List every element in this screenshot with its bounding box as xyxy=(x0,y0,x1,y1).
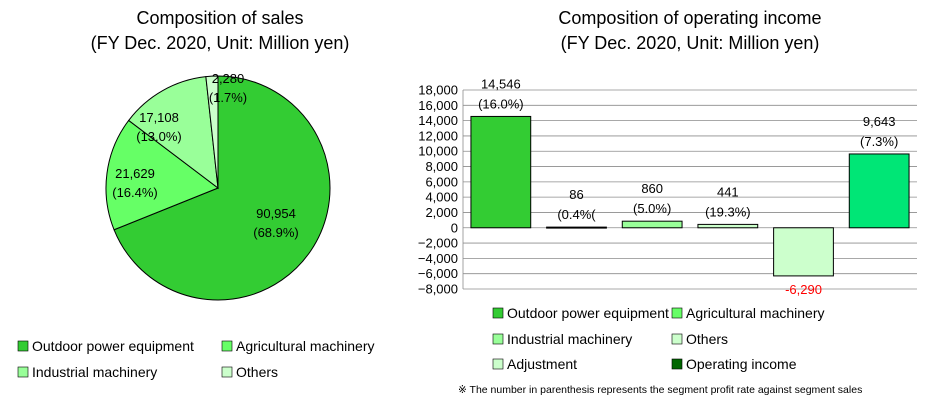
y-tick-label: −6,000 xyxy=(418,266,458,281)
bar-agricultural-machinery xyxy=(546,226,607,229)
bar-legend-swatch-operating-income xyxy=(671,358,683,370)
bar-rate-label-agricultural-machinery: (0.4%( xyxy=(557,207,596,222)
bar-legend-swatch-others xyxy=(671,333,683,345)
pie-legend-swatch-industrial-machinery xyxy=(17,366,29,378)
pie-chart-title: Composition of sales (FY Dec. 2020, Unit… xyxy=(30,6,410,56)
y-tick-label: 16,000 xyxy=(418,98,458,113)
y-tick-label: 4,000 xyxy=(425,190,458,205)
bar-legend-label-operating-income: Operating income xyxy=(686,356,797,372)
bar-rate-label-operating-income: (7.3%) xyxy=(860,134,898,149)
bar-industrial-machinery xyxy=(621,220,683,229)
bar-subtitle-text: (FY Dec. 2020, Unit: Million yen) xyxy=(560,33,820,53)
bar-outdoor-power-equipment xyxy=(470,115,532,229)
y-tick-label: 12,000 xyxy=(418,128,458,143)
pie-legend-label-agricultural-machinery: Agricultural machinery xyxy=(236,338,375,354)
bar-legend: Outdoor power equipment Agricultural mach… xyxy=(492,305,825,372)
pie-pct-label-others: (1.7%) xyxy=(209,90,247,105)
pie-value-label-outdoor-power-equipment: 90,954 xyxy=(256,206,296,221)
bar-legend-swatch-outdoor-power-equipment xyxy=(492,307,504,319)
y-tick-label: −2,000 xyxy=(418,236,458,251)
pie-title-text: Composition of sales xyxy=(136,8,304,28)
bar-value-label-agricultural-machinery: 86 xyxy=(569,187,583,202)
bar-value-label-others: 441 xyxy=(717,184,739,199)
pie-value-label-others: 2,280 xyxy=(212,71,245,86)
y-tick-label: 10,000 xyxy=(418,144,458,159)
bar-rate-label-others: (19.3%) xyxy=(705,204,751,219)
bar-value-label-industrial-machinery: 860 xyxy=(641,181,663,196)
bar-legend-swatch-industrial-machinery xyxy=(492,333,504,345)
y-tick-label: 6,000 xyxy=(425,174,458,189)
bar-legend-label-others: Others xyxy=(686,331,728,347)
bar-chart-title: Composition of operating income (FY Dec.… xyxy=(490,6,890,56)
pie-legend-swatch-agricultural-machinery xyxy=(221,340,233,352)
bar-others xyxy=(697,223,759,229)
pie-legend-label-industrial-machinery: Industrial machinery xyxy=(32,364,157,380)
pie-slice-others xyxy=(205,75,219,189)
bar-rate-label-outdoor-power-equipment: (16.0%) xyxy=(478,96,524,111)
y-tick-label: 18,000 xyxy=(418,83,458,98)
pie-legend: Outdoor power equipment Agricultural mach… xyxy=(17,338,375,380)
pie-pct-label-agricultural-machinery: (16.4%) xyxy=(112,185,158,200)
pie-pct-label-outdoor-power-equipment: (68.9%) xyxy=(253,225,299,240)
pie-legend-label-others: Others xyxy=(236,364,278,380)
pie-pct-label-industrial-machinery: (13.0%) xyxy=(136,129,182,144)
y-tick-label: 8,000 xyxy=(425,159,458,174)
bar-legend-label-adjustment: Adjustment xyxy=(507,356,577,372)
y-tick-label: 0 xyxy=(451,220,458,235)
bar-value-label-adjustment: -6,290 xyxy=(785,282,822,297)
bar-value-label-outdoor-power-equipment: 14,546 xyxy=(481,76,521,91)
pie-slice-outdoor-power-equipment xyxy=(113,75,331,301)
pie-legend-label-outdoor-power-equipment: Outdoor power equipment xyxy=(32,338,194,354)
bar-title-text: Composition of operating income xyxy=(558,8,822,28)
pie-value-label-industrial-machinery: 17,108 xyxy=(139,110,179,125)
pie-value-label-agricultural-machinery: 21,629 xyxy=(115,166,155,181)
pie-chart: 90,954 (68.9%) 21,629 (16.4%) 17,108 (13.0%) 2… xyxy=(105,71,331,301)
pie-subtitle-text: (FY Dec. 2020, Unit: Million yen) xyxy=(90,33,350,53)
bar-adjustment xyxy=(773,227,834,277)
pie-legend-swatch-outdoor-power-equipment xyxy=(17,340,29,352)
bar-legend-label-industrial-machinery: Industrial machinery xyxy=(507,331,632,347)
y-tick-label: 2,000 xyxy=(425,205,458,220)
bar-legend-swatch-adjustment xyxy=(492,358,504,370)
y-tick-label: 14,000 xyxy=(418,113,458,128)
bar-value-label-operating-income: 9,643 xyxy=(863,114,896,129)
bar-legend-label-outdoor-power-equipment: Outdoor power equipment xyxy=(507,305,669,321)
y-tick-label: −8,000 xyxy=(418,282,458,297)
pie-slice-industrial-machinery xyxy=(127,76,219,190)
bar-legend-swatch-agricultural-machinery xyxy=(671,307,683,319)
y-tick-label: −4,000 xyxy=(418,251,458,266)
bar-operating-income xyxy=(848,153,910,229)
bar-rate-label-industrial-machinery: (5.0%) xyxy=(633,201,671,216)
pie-slice-agricultural-machinery xyxy=(105,119,220,231)
bar-chart: 18,00016,00014,00012,00010,0008,0006,000… xyxy=(418,76,917,297)
pie-legend-swatch-others xyxy=(221,366,233,378)
footnote: ※ The number in parenthesis represents t… xyxy=(458,384,863,396)
bar-legend-label-agricultural-machinery: Agricultural machinery xyxy=(686,305,825,321)
